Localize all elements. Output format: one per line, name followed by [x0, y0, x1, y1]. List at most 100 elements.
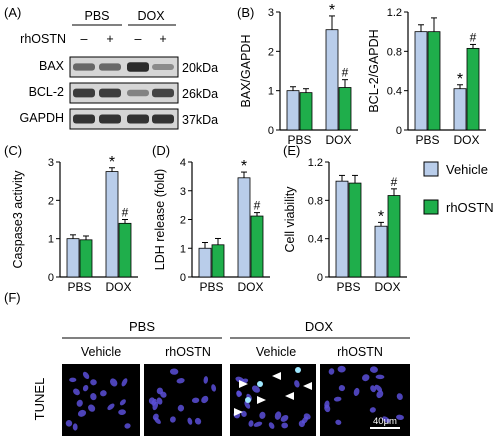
- tunel-group-pbs: PBS: [129, 319, 155, 334]
- y-tick-label: 2: [48, 195, 54, 207]
- bar-rhostn-dox: [466, 47, 480, 131]
- nucleus: [280, 415, 289, 422]
- nucleus: [152, 401, 159, 411]
- nucleus: [241, 410, 247, 417]
- bar-vehicle-dox: [374, 225, 388, 278]
- nucleus: [169, 368, 179, 375]
- nucleus: [203, 376, 209, 384]
- panel-letter-a: (A): [4, 5, 21, 20]
- y-tick-label: 0: [317, 272, 323, 284]
- chart-bcl2-gapdh: 0 0.4 0.8 1.2 BCL-2/GAPDH PBS DOX * #: [367, 7, 486, 147]
- nucleus: [333, 396, 342, 402]
- chart-ldh-release: 0 1 2 3 4 LDH release (fold) PBS DOX * #: [153, 157, 270, 294]
- blot-sign: +: [159, 32, 166, 46]
- bar-vehicle-pbs: [335, 180, 349, 278]
- bar-vehicle-pbs: [414, 31, 428, 131]
- legend-label-vehicle: Vehicle: [446, 162, 488, 177]
- nucleus: [244, 401, 251, 409]
- nucleus: [82, 371, 90, 380]
- nucleus: [191, 397, 200, 404]
- nucleus: [376, 390, 384, 399]
- nucleus: [369, 366, 378, 373]
- nucleus: [248, 420, 254, 427]
- bar-rhostn-pbs: [299, 92, 313, 131]
- nucleus: [375, 374, 385, 380]
- nucleus: [170, 416, 176, 423]
- nucleus: [177, 404, 185, 412]
- arrow-icon: [303, 382, 312, 390]
- panel-letter-b: (B): [237, 5, 254, 20]
- tunel-images: 40μm: [62, 364, 410, 436]
- x-tick-label: DOX: [453, 133, 479, 147]
- y-tick-label: 1: [48, 234, 54, 246]
- nucleus: [148, 397, 155, 405]
- y-axis-label: BCL-2/GAPDH: [367, 29, 381, 112]
- nucleus: [152, 413, 159, 421]
- x-tick-label: DOX: [237, 280, 263, 294]
- blot-strip: [69, 56, 179, 78]
- nucleus: [298, 420, 305, 428]
- x-tick-label: PBS: [415, 133, 439, 147]
- nucleus: [118, 409, 126, 415]
- nucleus: [90, 393, 97, 401]
- y-tick-label: 1: [268, 86, 274, 98]
- y-tick-label: 0.4: [308, 234, 323, 246]
- y-tick-label: 3: [48, 157, 54, 169]
- nucleus: [72, 423, 78, 431]
- nucleus: [259, 411, 266, 419]
- x-tick-label: PBS: [67, 280, 91, 294]
- blot-sign: –: [81, 32, 88, 46]
- nucleus: [324, 404, 331, 413]
- significance-mark: #: [122, 206, 129, 220]
- blot-band: [73, 88, 95, 98]
- tunel-image: [62, 364, 140, 436]
- scale-bar-label: 40μm: [373, 416, 397, 427]
- nucleus: [77, 409, 87, 417]
- blot-band: [127, 62, 149, 72]
- nucleus: [124, 423, 131, 429]
- tunel-panel: PBS DOX Vehicle rhOSTN Vehicle rhOSTN TU…: [32, 319, 410, 436]
- blot-band: [152, 114, 174, 124]
- panel-letter-d: (D): [152, 143, 170, 158]
- y-axis-label: Cell viability: [283, 186, 297, 253]
- legend-swatch-rhostn: [423, 199, 439, 215]
- arrow-icon: [272, 372, 281, 380]
- blot-band: [99, 114, 121, 124]
- tunel-image: [230, 364, 316, 436]
- y-tick-label: 3: [180, 186, 186, 198]
- nucleus: [362, 374, 370, 382]
- panel-letter-f: (F): [4, 290, 21, 305]
- blot-sign: –: [135, 32, 142, 46]
- nucleus: [396, 393, 403, 401]
- bar-rhostn-dox: [387, 195, 401, 278]
- blot-size-label: 20kDa: [182, 61, 218, 75]
- tunel-positive-nucleus: [257, 381, 263, 387]
- y-axis-label: Caspase3 activity: [11, 170, 25, 269]
- legend-swatch-vehicle: [423, 161, 439, 177]
- nucleus: [303, 413, 311, 420]
- blot-strip: [69, 82, 179, 104]
- nucleus: [88, 404, 96, 412]
- x-tick-label: PBS: [336, 280, 360, 294]
- significance-mark: *: [241, 158, 247, 175]
- y-axis-label: BAX/GAPDH: [239, 35, 253, 108]
- y-tick-label: 0.8: [387, 46, 402, 58]
- nucleus: [370, 385, 377, 393]
- x-tick-label: PBS: [199, 280, 223, 294]
- tunel-col-label: Vehicle: [256, 345, 296, 359]
- tunel-col-label: rhOSTN: [337, 345, 383, 359]
- significance-mark: *: [109, 154, 115, 171]
- blot-protein-label: BCL-2: [29, 85, 64, 99]
- bar-rhostn-pbs: [211, 244, 225, 278]
- chart-caspase3-activity: 0 1 2 3 Caspase3 activity PBS DOX * #: [11, 154, 138, 294]
- blot-band: [73, 63, 95, 71]
- western-blot: PBS DOX rhOSTN – + – + BAX 20kDa BCL-2 26kD…: [20, 9, 218, 130]
- significance-mark: #: [470, 30, 477, 44]
- nucleus: [338, 385, 346, 392]
- bar-vehicle-dox: [237, 177, 251, 278]
- blot-protein-label: GAPDH: [20, 111, 64, 125]
- y-tick-label: 0: [396, 125, 402, 137]
- nucleus: [100, 390, 107, 397]
- tunel-positive-nucleus: [245, 397, 251, 403]
